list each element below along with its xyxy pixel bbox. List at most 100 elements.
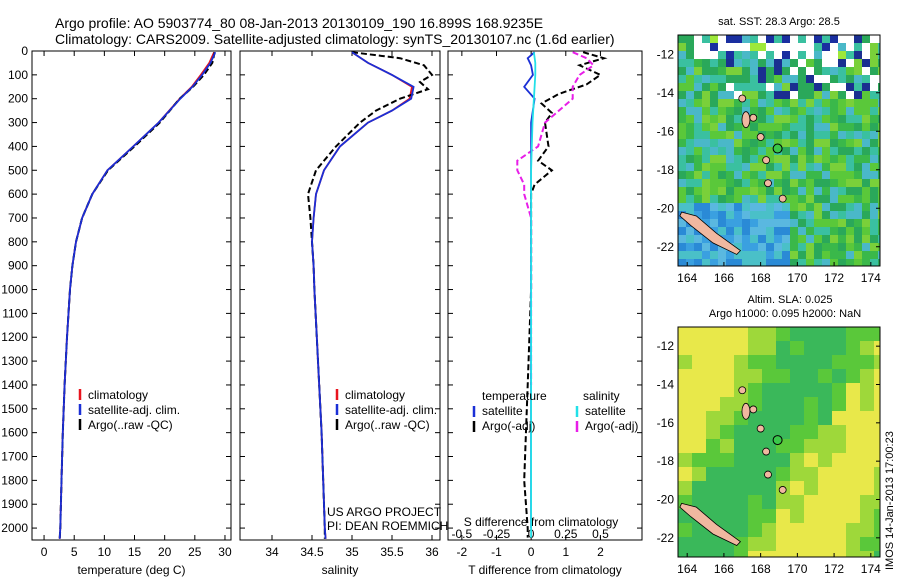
map-cell (862, 147, 870, 155)
map-cell (806, 51, 814, 59)
x-tick-label: 15 (128, 545, 142, 559)
map-cell (798, 195, 806, 203)
map-cell (838, 211, 846, 219)
map-cell (830, 51, 838, 59)
map-cell (830, 75, 838, 83)
map-cell (846, 187, 854, 195)
map-cell (762, 341, 776, 355)
map-cell (790, 43, 798, 51)
map-cell (694, 203, 702, 211)
map-cell (694, 147, 702, 155)
map-cell (748, 341, 762, 355)
map-cell (748, 411, 762, 425)
map-cell (706, 383, 720, 397)
map-cell (750, 107, 758, 115)
map-cell (766, 99, 774, 107)
legend-label: Argo(-adj) (482, 419, 535, 433)
series-satellite-line (311, 51, 415, 539)
map-cell (734, 179, 742, 187)
map-cell (838, 163, 846, 171)
map-cell (774, 243, 782, 251)
map-cell (734, 131, 742, 139)
map-cell (726, 147, 734, 155)
map-cell (694, 115, 702, 123)
map-cell (686, 163, 694, 171)
map-cell (818, 425, 832, 439)
map-cell (790, 467, 804, 481)
map-cell (878, 163, 880, 171)
map-cell (678, 227, 686, 235)
map-cell (726, 155, 734, 163)
map-cell (678, 537, 692, 551)
x-tick-label: 34 (265, 545, 279, 559)
map-cell (750, 195, 758, 203)
map-cell (766, 75, 774, 83)
map-cell (750, 243, 758, 251)
map-cell (806, 227, 814, 235)
map-cell (718, 179, 726, 187)
map-cell (822, 211, 830, 219)
map-cell (702, 163, 710, 171)
map-cell (702, 43, 710, 51)
map-cell (734, 243, 742, 251)
x-axis-label: salinity (322, 563, 359, 577)
x-tick-label: -2 (457, 545, 468, 559)
map-cell (782, 155, 790, 163)
map-cell (702, 171, 710, 179)
map-cell (822, 131, 830, 139)
map-cell (710, 259, 718, 266)
map-cell (846, 425, 860, 439)
map-cell (692, 341, 706, 355)
map-cell (758, 75, 766, 83)
map-cell (720, 397, 734, 411)
map-cell (830, 43, 838, 51)
map-cell (678, 147, 686, 155)
map-cell (822, 147, 830, 155)
map-cell (694, 171, 702, 179)
map-cell (790, 51, 798, 59)
map-cell (758, 67, 766, 75)
map-cell (862, 259, 870, 266)
legend-title: temperature (482, 389, 547, 403)
map-cell (774, 43, 782, 51)
sla-map-title: Altim. SLA: 0.025 (748, 294, 833, 306)
map-cell (874, 467, 880, 481)
map-cell (846, 251, 854, 259)
map-cell (766, 227, 774, 235)
map-cell (814, 219, 822, 227)
map-cell (742, 139, 750, 147)
map-cell (726, 171, 734, 179)
map-cell (742, 211, 750, 219)
map-cell (726, 139, 734, 147)
map-cell (718, 131, 726, 139)
map-cell (832, 467, 846, 481)
map-cell (878, 251, 880, 259)
map-cell (814, 139, 822, 147)
legend-label: Argo(..raw -QC) (345, 418, 430, 432)
new-caledonia-island (679, 502, 742, 546)
map-cell (718, 43, 726, 51)
map-cell (846, 509, 860, 523)
map-cell (830, 235, 838, 243)
map-cell (804, 425, 818, 439)
map-cell (846, 107, 854, 115)
map-cell (814, 155, 822, 163)
x-tick-label: 2 (597, 545, 604, 559)
map-cell (878, 227, 880, 235)
map-cell (766, 123, 774, 131)
map-cell (878, 155, 880, 163)
map-cell (710, 91, 718, 99)
series-satellite-line (58, 51, 217, 539)
map-cell (774, 99, 782, 107)
map-cell (822, 75, 830, 83)
map-cell (846, 195, 854, 203)
map-cell (748, 481, 762, 495)
map-cell (790, 439, 804, 453)
map-cell (774, 235, 782, 243)
map-cell (854, 187, 862, 195)
map-cell (860, 467, 874, 481)
map-cell (762, 327, 776, 341)
map-cell (878, 43, 880, 51)
map-cell (750, 171, 758, 179)
map-cell (776, 355, 790, 369)
